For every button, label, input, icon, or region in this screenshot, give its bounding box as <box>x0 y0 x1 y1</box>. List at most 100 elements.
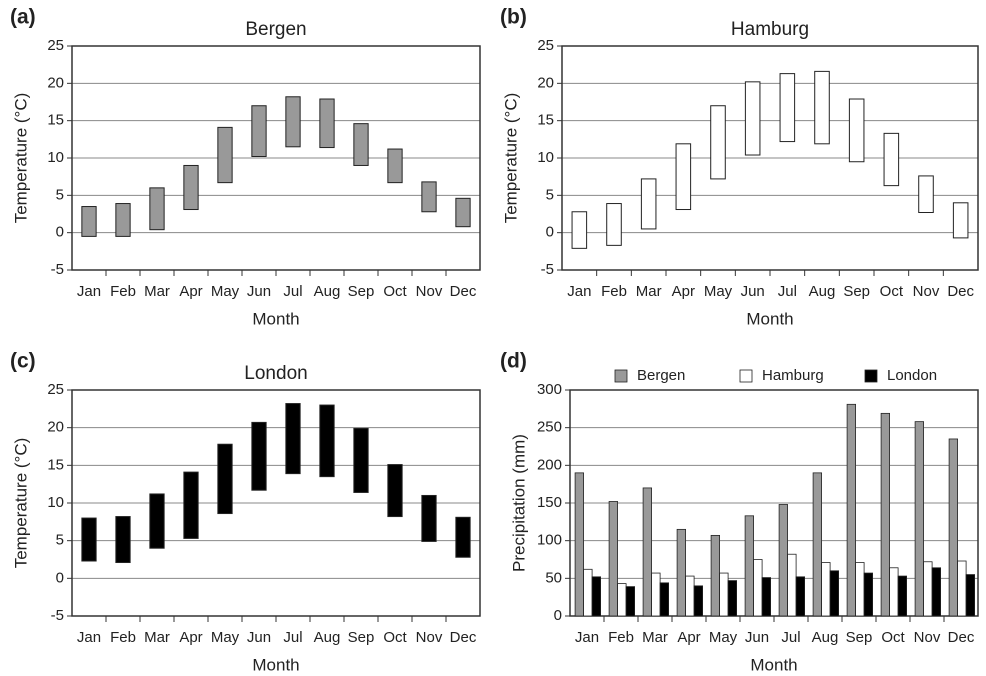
range-bar <box>285 96 301 148</box>
panel-label: (a) <box>10 6 36 29</box>
y-axis-label: Temperature (°C) <box>11 438 30 569</box>
bar <box>957 560 967 617</box>
x-tick-label: Mar <box>636 283 662 300</box>
x-tick-label: Mar <box>642 629 668 646</box>
bar <box>812 472 822 617</box>
range-bar <box>251 421 267 491</box>
x-axis-label: Month <box>252 655 299 674</box>
legend-swatch <box>739 369 753 383</box>
x-tick-label: Sep <box>348 283 375 300</box>
range-bar <box>183 471 199 539</box>
x-tick-label: Jul <box>283 283 302 300</box>
bar <box>855 562 865 617</box>
bar <box>931 567 941 617</box>
panel-label: (b) <box>500 6 527 29</box>
x-tick-label: Oct <box>880 283 904 300</box>
panel-label: (c) <box>10 350 36 373</box>
x-tick-label: Mar <box>144 283 170 300</box>
x-tick-label: May <box>211 283 240 300</box>
y-tick-label: 250 <box>537 419 562 436</box>
x-tick-label: Jul <box>283 629 302 646</box>
x-tick-label: Apr <box>677 629 700 646</box>
x-tick-label: Feb <box>110 629 136 646</box>
x-tick-label: Dec <box>947 283 974 300</box>
range-bar <box>606 203 622 246</box>
legend-label: Hamburg <box>762 367 824 384</box>
y-tick-label: 5 <box>56 532 64 549</box>
y-tick-label: 10 <box>537 149 554 166</box>
legend-swatch <box>864 369 878 383</box>
y-axis-label: Temperature (°C) <box>501 93 520 224</box>
y-tick-label: -5 <box>51 261 64 278</box>
bar <box>642 487 652 617</box>
x-tick-label: Nov <box>416 283 443 300</box>
x-tick-label: Apr <box>179 629 202 646</box>
bar <box>591 576 601 617</box>
y-tick-label: 20 <box>47 419 64 436</box>
bar <box>965 574 975 617</box>
x-tick-label: Oct <box>383 283 407 300</box>
bar <box>583 568 593 617</box>
range-bar <box>640 178 657 230</box>
y-tick-label: 15 <box>47 112 64 129</box>
bar <box>897 575 907 617</box>
range-bar <box>455 516 471 558</box>
bar <box>753 559 763 617</box>
range-bar <box>149 493 165 549</box>
y-tick-label: -5 <box>51 607 64 624</box>
bar <box>829 570 839 617</box>
bar <box>685 575 695 617</box>
x-tick-label: Oct <box>383 629 407 646</box>
y-tick-label: 20 <box>47 74 64 91</box>
x-tick-label: Oct <box>881 629 905 646</box>
chart-title: London <box>244 363 307 384</box>
y-tick-label: 0 <box>56 569 64 586</box>
y-tick-label: 25 <box>47 381 64 398</box>
y-tick-label: 5 <box>56 186 64 203</box>
x-tick-label: Jun <box>745 629 769 646</box>
bar <box>744 515 754 617</box>
bar <box>923 561 933 617</box>
chart-title: Hamburg <box>731 19 809 40</box>
bar <box>727 580 737 617</box>
bar <box>863 572 873 617</box>
range-bar <box>319 98 335 149</box>
range-bar <box>115 516 131 564</box>
y-tick-label: 150 <box>537 494 562 511</box>
range-bar <box>421 181 437 213</box>
range-bar <box>149 187 165 231</box>
range-bar <box>744 81 761 156</box>
range-bar <box>81 517 97 562</box>
range-bar <box>421 494 437 542</box>
y-tick-label: 300 <box>537 381 562 398</box>
x-tick-label: Feb <box>110 283 136 300</box>
bar <box>846 403 856 617</box>
bar <box>889 567 899 617</box>
y-tick-label: 25 <box>47 37 64 54</box>
bar <box>795 576 805 617</box>
bar <box>719 572 729 617</box>
range-bar <box>387 148 403 184</box>
x-tick-label: Feb <box>601 283 627 300</box>
x-tick-label: Aug <box>809 283 836 300</box>
x-axis-label: Month <box>746 309 793 328</box>
x-tick-label: Aug <box>314 629 341 646</box>
range-bar <box>81 206 97 237</box>
bar <box>617 583 627 617</box>
y-tick-label: 25 <box>537 37 554 54</box>
x-tick-label: Nov <box>914 629 941 646</box>
range-bar <box>675 143 692 211</box>
x-tick-label: May <box>211 629 240 646</box>
y-axis-label: Temperature (°C) <box>11 93 30 224</box>
range-bar <box>217 443 233 515</box>
legend-label: London <box>887 367 937 384</box>
y-tick-label: 15 <box>537 112 554 129</box>
x-tick-label: Sep <box>348 629 375 646</box>
range-bar <box>952 202 969 239</box>
bar <box>651 572 661 617</box>
y-tick-label: 5 <box>546 186 554 203</box>
range-bar <box>319 404 335 478</box>
x-tick-label: Jun <box>247 629 271 646</box>
x-tick-label: Aug <box>812 629 839 646</box>
